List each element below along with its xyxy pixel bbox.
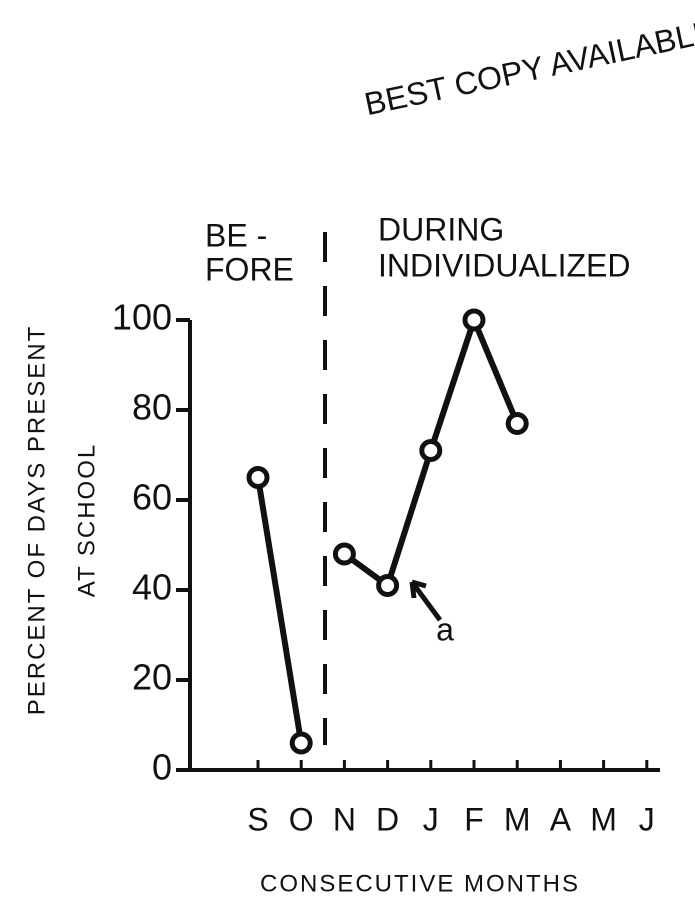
y-tick-label: 100 [112,297,172,338]
phase-label: DURING [378,211,504,247]
y-tick-label: 80 [132,387,172,428]
x-tick-label: M [504,801,531,837]
x-tick-label: F [464,801,484,837]
x-axis-label: CONSECUTIVE MONTHS [260,870,580,897]
y-tick-label: 40 [132,567,172,608]
x-tick-label: O [289,801,314,837]
data-point [505,412,529,435]
data-point [419,439,443,462]
y-tick-label: 0 [152,747,172,788]
y-tick-label: 60 [132,477,172,518]
x-tick-label: S [247,801,268,837]
phase-label: INDIVIDUALIZED [378,247,630,283]
data-point [462,308,486,332]
phase-label: FORE [205,251,294,287]
y-axis-label: AT SCHOOL [73,443,100,597]
data-point [246,466,270,489]
x-tick-label: N [333,801,356,837]
x-tick-label: J [423,801,439,837]
annotation-arrow [409,579,443,622]
y-tick-label: 20 [132,657,172,698]
annotation: a [436,611,454,647]
x-tick-label: D [376,801,399,837]
data-point [289,731,313,755]
data-point [332,542,356,566]
x-tick-label: J [639,801,655,837]
series-line [255,477,305,744]
x-tick-label: A [550,801,572,837]
x-tick-label: M [590,801,617,837]
y-axis-label: PERCENT OF DAYS PRESENT [23,325,50,716]
stamp: BEST COPY AVAILABLE [361,13,695,122]
phase-label: BE - [205,217,267,253]
data-point [376,574,400,597]
